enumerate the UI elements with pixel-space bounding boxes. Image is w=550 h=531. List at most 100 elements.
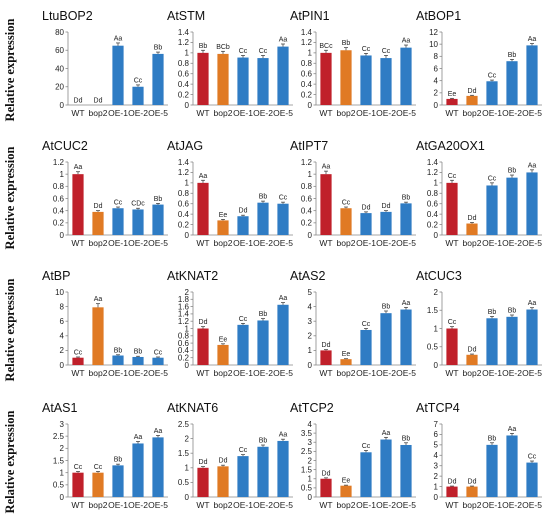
significance-label: Cc: [114, 200, 123, 207]
y-tick-label: 1.2: [178, 168, 190, 177]
y-tick-label: 0.6: [178, 70, 190, 79]
y-tick-label: 1.2: [178, 317, 190, 326]
x-tick-label: OE-2: [502, 108, 522, 118]
panel-title: AtKNAT2: [167, 269, 218, 283]
significance-label: Cc: [448, 173, 457, 180]
significance-label: Bb: [402, 195, 411, 202]
x-tick-label: bop2: [463, 368, 482, 378]
bar-oe-1: [112, 45, 124, 105]
bar-oe-2: [506, 177, 518, 235]
x-tick-label: OE-5: [273, 238, 293, 248]
x-tick-label: OE-5: [148, 108, 168, 118]
bar-wt: [320, 350, 332, 365]
bar-oe-5: [400, 444, 412, 497]
significance-label: Ee: [342, 351, 351, 358]
x-tick-label: OE-2: [502, 368, 522, 378]
bar-wt: [320, 478, 332, 497]
significance-label: Dd: [468, 479, 477, 486]
x-tick-label: OE-5: [522, 108, 542, 118]
x-tick-label: WT: [196, 368, 209, 378]
y-tick-label: 1.4: [178, 158, 190, 167]
y-tick-label: 0.4: [301, 206, 313, 215]
x-tick-label: WT: [445, 500, 458, 510]
significance-label: Aa: [402, 300, 411, 307]
x-tick-label: OE-1: [108, 108, 128, 118]
significance-label: Bb: [382, 303, 391, 310]
y-tick-label: 0: [434, 101, 439, 110]
x-tick-label: bop2: [337, 238, 356, 248]
bar-oe-2: [132, 86, 144, 105]
x-tick-label: WT: [319, 368, 332, 378]
x-tick-label: WT: [319, 108, 332, 118]
x-tick-label: bop2: [337, 368, 356, 378]
panel-title: AtPIN1: [290, 9, 330, 23]
significance-label: Dd: [94, 203, 103, 210]
significance-label: Bb: [199, 43, 208, 50]
bar-oe-2: [257, 446, 269, 497]
y-tick-label: 3: [308, 438, 313, 447]
significance-label: Cc: [362, 321, 371, 328]
significance-label: Bb: [259, 438, 268, 445]
panel-atas1: AtAS1 0 0.5 1 1.5 2 2.5 3 Cc WT Cc bop2 Bb OE-1 Aa OE-2…: [42, 401, 168, 510]
y-tick-label: 0.5: [53, 481, 65, 490]
bar-oe-2: [506, 316, 518, 365]
y-tick-label: 12: [429, 28, 438, 37]
y-tick-label: 1.4: [178, 28, 190, 37]
significance-label: Cc: [239, 316, 248, 323]
y-tick-label: 1: [308, 346, 313, 355]
significance-label: Dd: [362, 204, 371, 211]
significance-label: Bb: [508, 52, 517, 59]
y-tick-label: 0.4: [427, 210, 439, 219]
y-tick-label: 5: [434, 441, 439, 450]
significance-label: Bb: [508, 307, 517, 314]
bar-bop2: [466, 223, 478, 235]
y-tick-label: 2: [185, 288, 190, 297]
bar-bop2: [217, 466, 229, 497]
significance-label: Bb: [488, 309, 497, 316]
x-tick-label: OE-1: [233, 500, 253, 510]
y-tick-label: 0.4: [178, 80, 190, 89]
significance-label: Dd: [239, 208, 248, 215]
bar-oe-5: [526, 172, 538, 235]
panel-title: AtTCP2: [290, 401, 334, 415]
bar-oe-5: [526, 462, 538, 497]
bar-oe-1: [360, 329, 372, 365]
significance-label: Aa: [528, 162, 537, 169]
significance-label: BCb: [216, 44, 230, 51]
x-tick-label: WT: [196, 108, 209, 118]
significance-label: Aa: [322, 164, 331, 171]
significance-label: Aa: [508, 426, 517, 433]
x-tick-label: OE-1: [108, 368, 128, 378]
y-tick-label: 4: [60, 332, 65, 341]
panel-atas2: AtAS2 0 1 2 3 4 5 Dd WT Ee bop2 Cc OE-1 Bb OE-2 Aa OE-5: [290, 269, 416, 378]
x-tick-label: OE-5: [522, 368, 542, 378]
y-tick-label: 2: [434, 89, 439, 98]
bar-wt: [446, 328, 458, 365]
y-tick-label: 1: [308, 475, 313, 484]
x-tick-label: WT: [445, 368, 458, 378]
bar-bop2: [466, 486, 478, 497]
significance-label: Aa: [402, 38, 411, 45]
significance-label: Cc: [342, 200, 351, 207]
y-tick-label: 0.6: [178, 200, 190, 209]
y-tick-label: 20: [55, 83, 64, 92]
x-tick-label: OE-1: [108, 238, 128, 248]
panel-title: AtJAG: [167, 139, 203, 153]
panel-atipt7: AtIPT7 0 0.2 0.4 0.6 0.8 1 1.2 Aa WT Cc bop2 Dd OE-1 D…: [290, 139, 416, 248]
bar-oe-1: [360, 55, 372, 105]
significance-label: Aa: [279, 36, 288, 43]
significance-label: Aa: [199, 173, 208, 180]
significance-label: Aa: [528, 300, 537, 307]
significance-label: Ee: [219, 336, 228, 343]
significance-label: Dd: [94, 98, 103, 105]
y-tick-label: 7: [434, 420, 439, 429]
x-tick-label: OE-5: [148, 368, 168, 378]
x-tick-label: bop2: [463, 108, 482, 118]
significance-label: Aa: [279, 295, 288, 302]
significance-label: Cc: [488, 73, 497, 80]
y-tick-label: 1.2: [178, 38, 190, 47]
y-tick-label: 2.5: [301, 447, 313, 456]
significance-label: Cc: [94, 464, 103, 471]
x-tick-label: OE-2: [253, 368, 273, 378]
significance-label: Cc: [239, 447, 248, 454]
